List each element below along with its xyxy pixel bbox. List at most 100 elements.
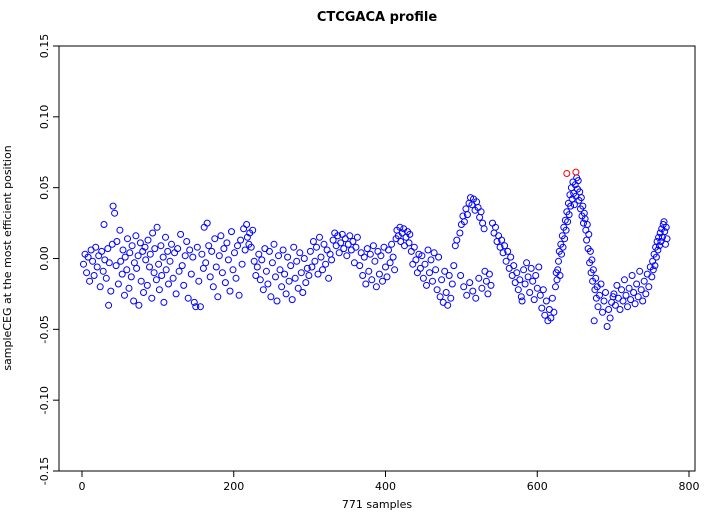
data-point [134,252,142,260]
data-point [427,256,435,264]
data-point [196,303,204,311]
data-point [231,249,238,257]
data-point [469,287,477,295]
data-point [413,269,421,277]
data-point [322,260,330,268]
data-point [111,209,119,217]
data-point [320,240,328,248]
data-point [656,229,664,237]
data-point [166,257,174,265]
data-point [149,229,157,237]
data-point [309,238,317,245]
data-point [529,277,537,285]
data-point [396,223,404,231]
data-point [492,223,499,231]
data-point [175,267,183,275]
data-point [662,223,670,231]
data-point [261,245,269,253]
data-point [237,236,245,244]
data-point [279,246,287,254]
data-point [128,242,136,250]
data-point [144,236,152,244]
data-point [203,219,211,227]
x-axis-title: 771 samples [341,498,413,511]
data-point [346,232,354,240]
data-point [535,263,543,271]
data-point [228,228,235,236]
data-point [504,247,512,255]
data-point [658,233,666,241]
data-point [229,266,237,274]
data-point [215,252,223,260]
data-point [148,294,156,302]
data-point [645,283,653,291]
data-point [169,274,177,282]
data-point [541,311,549,319]
data-point [273,297,281,305]
data-point [589,266,597,274]
data-point [613,281,621,289]
data-point [288,296,296,304]
data-point [221,279,229,287]
y-tick-label: 0.15 [38,34,51,59]
data-point [513,269,521,277]
data-point [306,247,314,255]
data-point [238,260,246,268]
data-point [547,314,555,322]
data-point [98,247,106,255]
data-point [556,272,564,279]
y-tick-label: -0.05 [38,315,51,343]
data-point [317,253,325,261]
data-point [235,291,243,299]
data-point [172,290,180,298]
data-point [636,267,644,275]
y-tick-label: 0.05 [38,175,51,200]
data-point [485,270,493,278]
data-point [352,243,360,251]
data-point [118,270,126,278]
x-tick-label: 800 [679,480,700,493]
data-point [536,291,544,299]
data-point [577,194,585,202]
data-point [159,253,167,261]
data-point [407,247,415,255]
data-point [518,297,526,305]
data-point [496,243,504,251]
data-point [241,246,249,254]
data-point [340,245,348,253]
data-point [143,281,151,289]
data-point [329,236,337,244]
data-point [652,253,660,261]
data-point [628,272,636,279]
data-point [567,202,575,210]
data-point [505,264,513,272]
data-point [622,291,630,299]
data-point [456,229,464,237]
data-point [255,250,263,258]
data-point [152,276,160,284]
data-point [199,264,207,272]
data-point [478,284,486,292]
data-point [603,323,611,330]
series-samples [80,174,671,330]
data-point [649,266,657,274]
data-point [302,279,310,287]
data-point [526,289,534,296]
data-point [256,276,264,284]
data-point [208,247,216,255]
data-point [391,266,399,274]
data-point [637,286,645,294]
data-point [562,226,570,234]
data-point [123,266,131,274]
data-point [527,264,535,272]
data-point [365,267,373,275]
data-point [580,219,587,227]
data-point [195,277,203,285]
data-point [516,276,524,284]
data-point [252,272,260,279]
y-tick-label: -0.15 [38,457,51,485]
data-point [193,243,201,251]
data-point [92,243,100,251]
data-point [206,273,214,281]
data-point [594,303,602,311]
